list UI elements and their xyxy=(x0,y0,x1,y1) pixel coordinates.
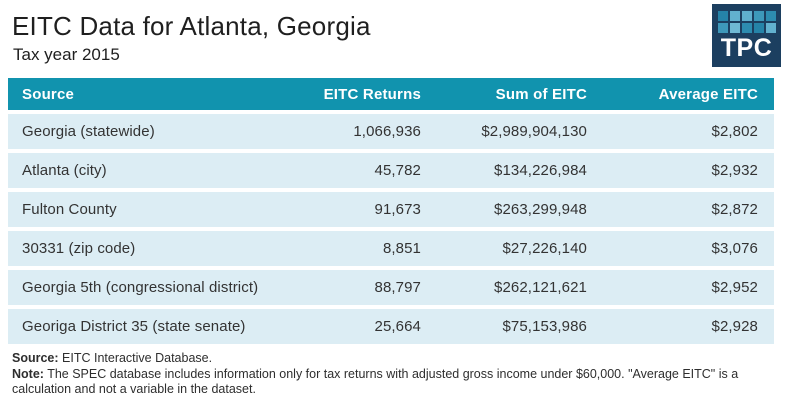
cell-source: Georiga District 35 (state senate) xyxy=(8,305,288,344)
cell-average: $2,928 xyxy=(603,305,774,344)
source-note: Source: EITC Interactive Database. xyxy=(12,351,776,367)
table-header: Source EITC Returns Sum of EITC Average … xyxy=(8,78,774,112)
cell-average: $2,802 xyxy=(603,110,774,151)
cell-returns: 91,673 xyxy=(288,188,437,229)
cell-sum: $2,989,904,130 xyxy=(437,110,603,151)
cell-sum: $134,226,984 xyxy=(437,149,603,190)
cell-source: Georgia (statewide) xyxy=(8,110,288,151)
cell-returns: 25,664 xyxy=(288,305,437,344)
logo-square-icon xyxy=(754,23,764,33)
cell-returns: 88,797 xyxy=(288,266,437,307)
tpc-logo: TPC xyxy=(712,4,781,67)
table-row: Georgia (statewide) 1,066,936 $2,989,904… xyxy=(8,110,774,151)
tpc-logo-grid-icon xyxy=(712,4,781,33)
logo-square-icon xyxy=(730,11,740,21)
logo-square-icon xyxy=(766,11,776,21)
cell-sum: $263,299,948 xyxy=(437,188,603,229)
column-header-average-eitc: Average EITC xyxy=(603,78,774,112)
logo-square-icon xyxy=(742,23,752,33)
logo-square-icon xyxy=(742,11,752,21)
page-subtitle: Tax year 2015 xyxy=(13,45,120,64)
cell-average: $3,076 xyxy=(603,227,774,268)
logo-square-icon xyxy=(730,23,740,33)
cell-source: Georgia 5th (congressional district) xyxy=(8,266,288,307)
table-row: Georgia 5th (congressional district) 88,… xyxy=(8,266,774,307)
cell-average: $2,932 xyxy=(603,149,774,190)
footnotes: Source: EITC Interactive Database. Note:… xyxy=(12,351,776,398)
dataset-note: Note: The SPEC database includes informa… xyxy=(12,367,776,398)
dataset-note-label: Note: xyxy=(12,366,44,381)
cell-returns: 1,066,936 xyxy=(288,110,437,151)
cell-sum: $262,121,621 xyxy=(437,266,603,307)
cell-source: 30331 (zip code) xyxy=(8,227,288,268)
source-note-label: Source: xyxy=(12,351,59,365)
table-row: Atlanta (city) 45,782 $134,226,984 $2,93… xyxy=(8,149,774,190)
logo-square-icon xyxy=(766,23,776,33)
page-title: EITC Data for Atlanta, Georgia xyxy=(12,11,371,41)
cell-returns: 8,851 xyxy=(288,227,437,268)
source-note-text: EITC Interactive Database. xyxy=(58,351,213,365)
logo-square-icon xyxy=(718,23,728,33)
eitc-data-table: Source EITC Returns Sum of EITC Average … xyxy=(8,78,774,344)
column-header-sum-of-eitc: Sum of EITC xyxy=(437,78,603,112)
cell-sum: $75,153,986 xyxy=(437,305,603,344)
logo-square-icon xyxy=(718,11,728,21)
cell-source: Fulton County xyxy=(8,188,288,229)
logo-square-icon xyxy=(754,11,764,21)
cell-returns: 45,782 xyxy=(288,149,437,190)
tpc-logo-text: TPC xyxy=(720,34,773,62)
table-row: 30331 (zip code) 8,851 $27,226,140 $3,07… xyxy=(8,227,774,268)
cell-average: $2,952 xyxy=(603,266,774,307)
cell-source: Atlanta (city) xyxy=(8,149,288,190)
cell-sum: $27,226,140 xyxy=(437,227,603,268)
column-header-eitc-returns: EITC Returns xyxy=(288,78,437,112)
cell-average: $2,872 xyxy=(603,188,774,229)
table-row: Georiga District 35 (state senate) 25,66… xyxy=(8,305,774,344)
table-row: Fulton County 91,673 $263,299,948 $2,872 xyxy=(8,188,774,229)
dataset-note-text: The SPEC database includes information o… xyxy=(12,366,739,397)
header-section: EITC Data for Atlanta, Georgia Tax year … xyxy=(12,10,371,66)
column-header-source: Source xyxy=(8,78,288,112)
